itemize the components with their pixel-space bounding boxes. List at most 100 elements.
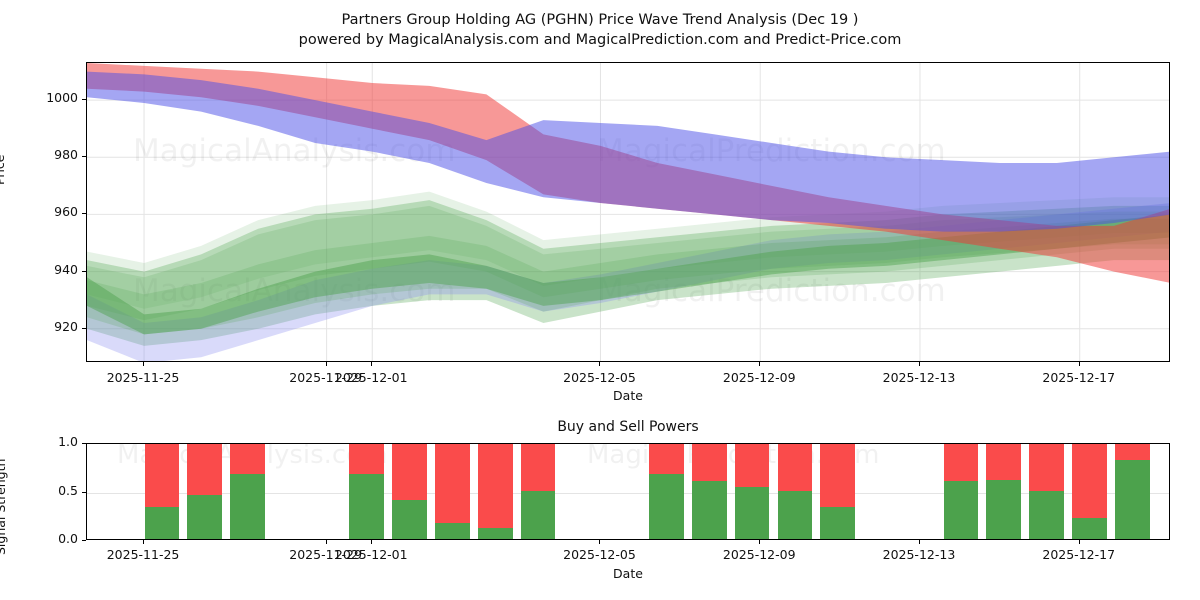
buy-power-segment [435,522,470,539]
buy-power-segment [986,479,1022,539]
sell-power-segment [1114,444,1150,460]
price-wave-plot-area: MagicalAnalysis.com MagicalPrediction.com… [86,62,1170,362]
price-x-tick: 2025-11-29 [289,370,362,385]
sell-power-segment [144,444,180,507]
powers-bar[interactable] [144,444,180,539]
price-y-tick: 980 [54,147,78,163]
powers-x-tick: 2025-12-05 [563,547,636,562]
powers-y-tick: 0.5 [58,482,78,498]
svg-text:MagicalAnalysis.com: MagicalAnalysis.com [133,273,455,309]
price-y-tick: 920 [54,318,78,334]
buy-power-segment [1114,459,1150,539]
buy-power-segment [144,507,180,539]
powers-bar[interactable] [435,444,470,539]
sell-power-segment [777,444,813,491]
buy-power-segment [777,490,813,539]
buy-power-segment [649,474,684,539]
sell-power-segment [734,444,770,487]
buy-power-segment [691,480,727,539]
price-y-tick: 960 [54,204,78,220]
powers-bar[interactable] [943,444,979,539]
powers-title: Buy and Sell Powers [557,419,699,435]
price-x-tick-mark [371,362,373,366]
price-x-tick: 2025-12-17 [1042,370,1116,385]
powers-bar[interactable] [986,444,1022,539]
powers-x-tick: 2025-12-17 [1042,547,1116,562]
powers-bar[interactable] [349,444,385,539]
powers-bar[interactable] [230,444,265,539]
powers-x-tick-mark [759,540,761,544]
powers-bar[interactable] [1114,444,1150,539]
price-x-tick-mark [599,362,601,366]
powers-y-tick-mark [82,443,86,444]
powers-bar[interactable] [187,444,223,539]
price-x-tick: 2025-12-01 [334,370,408,385]
powers-bar[interactable] [392,444,427,539]
price-x-tick-mark [1078,362,1080,366]
sell-power-segment [520,444,556,491]
powers-y-tick-mark [82,491,86,493]
powers-x-tick: 2025-12-01 [334,547,408,562]
price-x-tick-mark [918,362,920,366]
sell-power-segment [435,444,470,523]
powers-bar[interactable] [520,444,556,539]
powers-x-tick-mark [599,540,601,544]
powers-bar[interactable] [649,444,684,539]
sell-power-segment [477,444,513,529]
price-wave-svg: MagicalAnalysis.com MagicalPrediction.com… [87,63,1169,361]
powers-x-tick-mark [371,540,373,544]
buy-power-segment [820,507,856,539]
sell-power-segment [943,444,979,481]
powers-x-tick: 2025-11-25 [106,547,180,562]
price-y-tick-mark [82,156,86,158]
sell-power-segment [392,444,427,501]
powers-x-tick-mark [325,540,327,544]
powers-y-tick-mark [82,540,86,541]
buy-power-segment [1072,517,1107,539]
powers-bar[interactable] [777,444,813,539]
sell-power-segment [986,444,1022,480]
price-x-axis-label: Date [613,388,643,403]
price-y-tick-mark [82,213,86,215]
powers-bar[interactable] [691,444,727,539]
powers-x-tick-mark [918,540,920,544]
powers-x-tick-mark [143,540,145,544]
page-title: Partners Group Holding AG (PGHN) Price W… [341,12,859,28]
sell-power-segment [1072,444,1107,518]
sell-power-segment [649,444,684,474]
buy-power-segment [349,474,385,539]
buy-power-segment [230,474,265,539]
powers-bar[interactable] [1029,444,1064,539]
price-y-tick-mark [82,327,86,329]
svg-text:MagicalPrediction.com: MagicalPrediction.com [597,273,946,309]
powers-x-tick: 2025-12-09 [722,547,796,562]
buy-power-segment [734,486,770,539]
powers-gridline [87,492,1169,494]
chart-title-block: Partners Group Holding AG (PGHN) Price W… [0,10,1200,50]
powers-x-axis-label: Date [613,566,643,581]
sell-power-segment [691,444,727,481]
powers-x-tick-mark [1078,540,1080,544]
powers-x-tick: 2025-11-29 [289,547,362,562]
sell-power-segment [349,444,385,474]
powers-bar[interactable] [1072,444,1107,539]
price-x-tick: 2025-12-09 [722,370,796,385]
sell-power-segment [1029,444,1064,491]
buy-power-segment [520,490,556,539]
powers-bar[interactable] [477,444,513,539]
powers-x-tick: 2025-12-13 [882,547,956,562]
sell-power-segment [187,444,223,496]
buy-power-segment [477,528,513,539]
powers-y-tick: 1.0 [58,434,78,449]
price-x-tick-mark [143,362,145,366]
price-x-tick: 2025-12-13 [882,370,956,385]
page-subtitle: powered by MagicalAnalysis.com and Magic… [298,32,902,48]
buy-power-segment [392,500,427,539]
powers-bar[interactable] [820,444,856,539]
sell-power-segment [820,444,856,507]
price-x-tick-mark [325,362,327,366]
price-y-tick-mark [82,99,86,101]
powers-bar[interactable] [734,444,770,539]
price-y-tick: 1000 [46,90,78,106]
